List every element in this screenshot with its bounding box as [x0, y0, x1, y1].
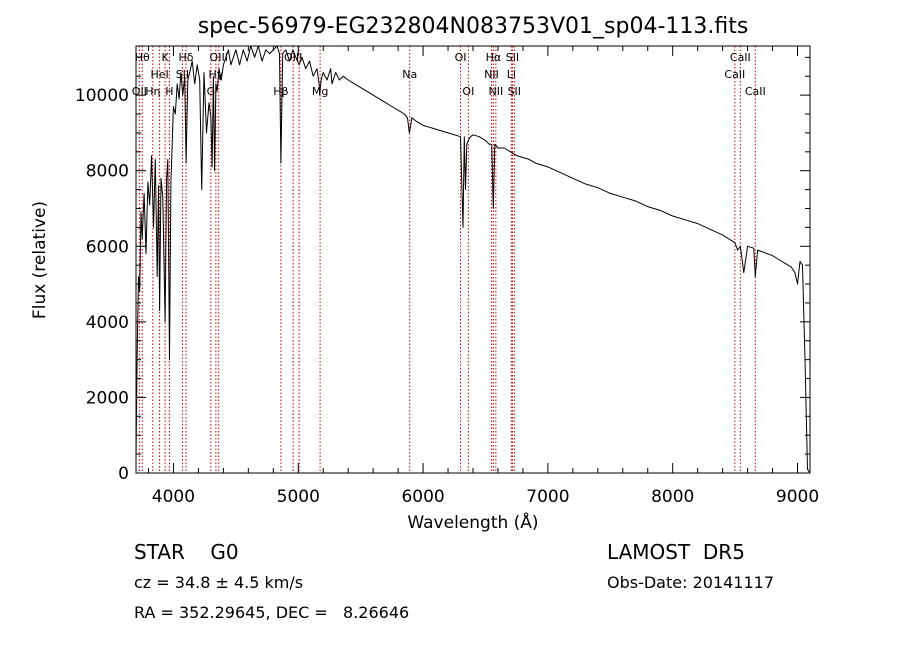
x-tick-label: 6000 — [401, 487, 444, 507]
line-marker-label: Hδ — [179, 51, 194, 64]
line-marker-label: SII — [506, 51, 519, 64]
y-tick-label: 6000 — [86, 237, 129, 257]
line-marker-label: K — [161, 51, 169, 64]
sky-coordinates: RA = 352.29645, DEC = 8.26646 — [134, 603, 410, 622]
line-marker-label: CaII — [724, 68, 745, 81]
chart-title: spec-56979-EG232804N083753V01_sp04-113.f… — [198, 14, 749, 39]
x-axis-label: Wavelength (Å) — [407, 511, 538, 533]
line-marker-label: G — [207, 85, 216, 98]
y-axis-label: Flux (relative) — [30, 201, 50, 319]
line-marker-label: OI — [455, 51, 467, 64]
line-marker-label: CaII — [745, 85, 766, 98]
y-tick-label: 10000 — [75, 86, 129, 106]
line-marker-label: Na — [402, 68, 417, 81]
line-marker-label: Hη — [145, 85, 160, 98]
emission-line-labels: OIIHθHηHeIKHSIIHδGHγOIIIHβOIIIMgNaOIOINI… — [132, 51, 766, 98]
line-marker-label: NII — [484, 68, 499, 81]
emission-line-markers — [138, 46, 756, 473]
y-tick-label: 2000 — [86, 388, 129, 408]
line-marker-label: OI — [462, 85, 474, 98]
x-tick-label: 8000 — [651, 487, 694, 507]
plot-frame — [135, 45, 811, 474]
line-marker-label: Hα — [486, 51, 502, 64]
x-tick-label: 4000 — [152, 487, 195, 507]
line-marker-label: H — [165, 85, 173, 98]
line-marker-label: SII — [176, 68, 189, 81]
spectrum-line — [135, 45, 811, 474]
line-marker-label: OIII — [210, 51, 228, 64]
x-tick-label: 9000 — [776, 487, 819, 507]
survey-release: LAMOST DR5 — [607, 540, 745, 564]
line-marker-label: Hβ — [273, 85, 288, 98]
line-marker-label: HeI — [150, 68, 168, 81]
axes: 4000 5000 6000 7000 8000 9000 0 2000 4000 6000 800… — [75, 46, 819, 507]
line-marker-label: CaII — [730, 51, 751, 64]
line-marker-label: Hθ — [135, 51, 150, 64]
y-tick-label: 4000 — [86, 313, 129, 333]
y-tick-label: 0 — [118, 464, 129, 484]
object-class: STAR G0 — [134, 540, 239, 564]
line-marker-label: Li — [507, 68, 516, 81]
line-marker-label: SII — [508, 85, 521, 98]
x-tick-label: 5000 — [277, 487, 320, 507]
redshift-velocity: cz = 34.8 ± 4.5 km/s — [134, 573, 304, 592]
line-marker-label: NII — [488, 85, 503, 98]
x-tick-label: 7000 — [526, 487, 569, 507]
y-tick-label: 8000 — [86, 162, 129, 182]
observation-date: Obs-Date: 20141117 — [607, 573, 775, 592]
